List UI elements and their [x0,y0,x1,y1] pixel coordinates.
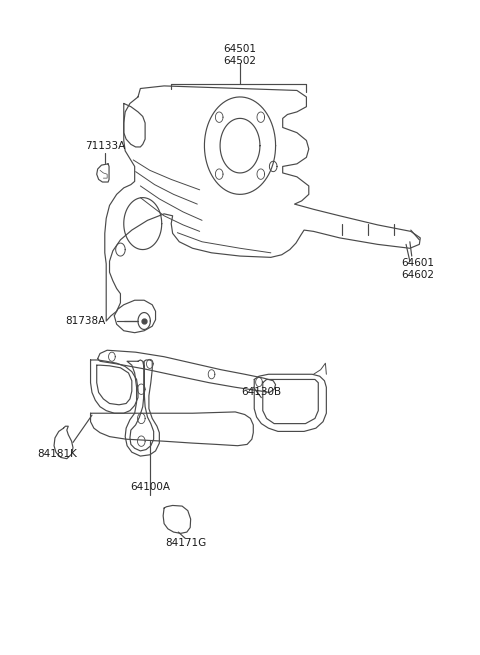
Text: 64601
64602: 64601 64602 [401,258,434,280]
Text: 81738A: 81738A [66,316,106,326]
Text: 64501
64502: 64501 64502 [224,44,256,66]
Text: 64100A: 64100A [130,481,170,492]
Text: 64130B: 64130B [241,388,281,398]
Text: 71133A: 71133A [84,141,125,151]
Text: 84171G: 84171G [165,538,206,548]
Text: 84181K: 84181K [37,449,77,459]
